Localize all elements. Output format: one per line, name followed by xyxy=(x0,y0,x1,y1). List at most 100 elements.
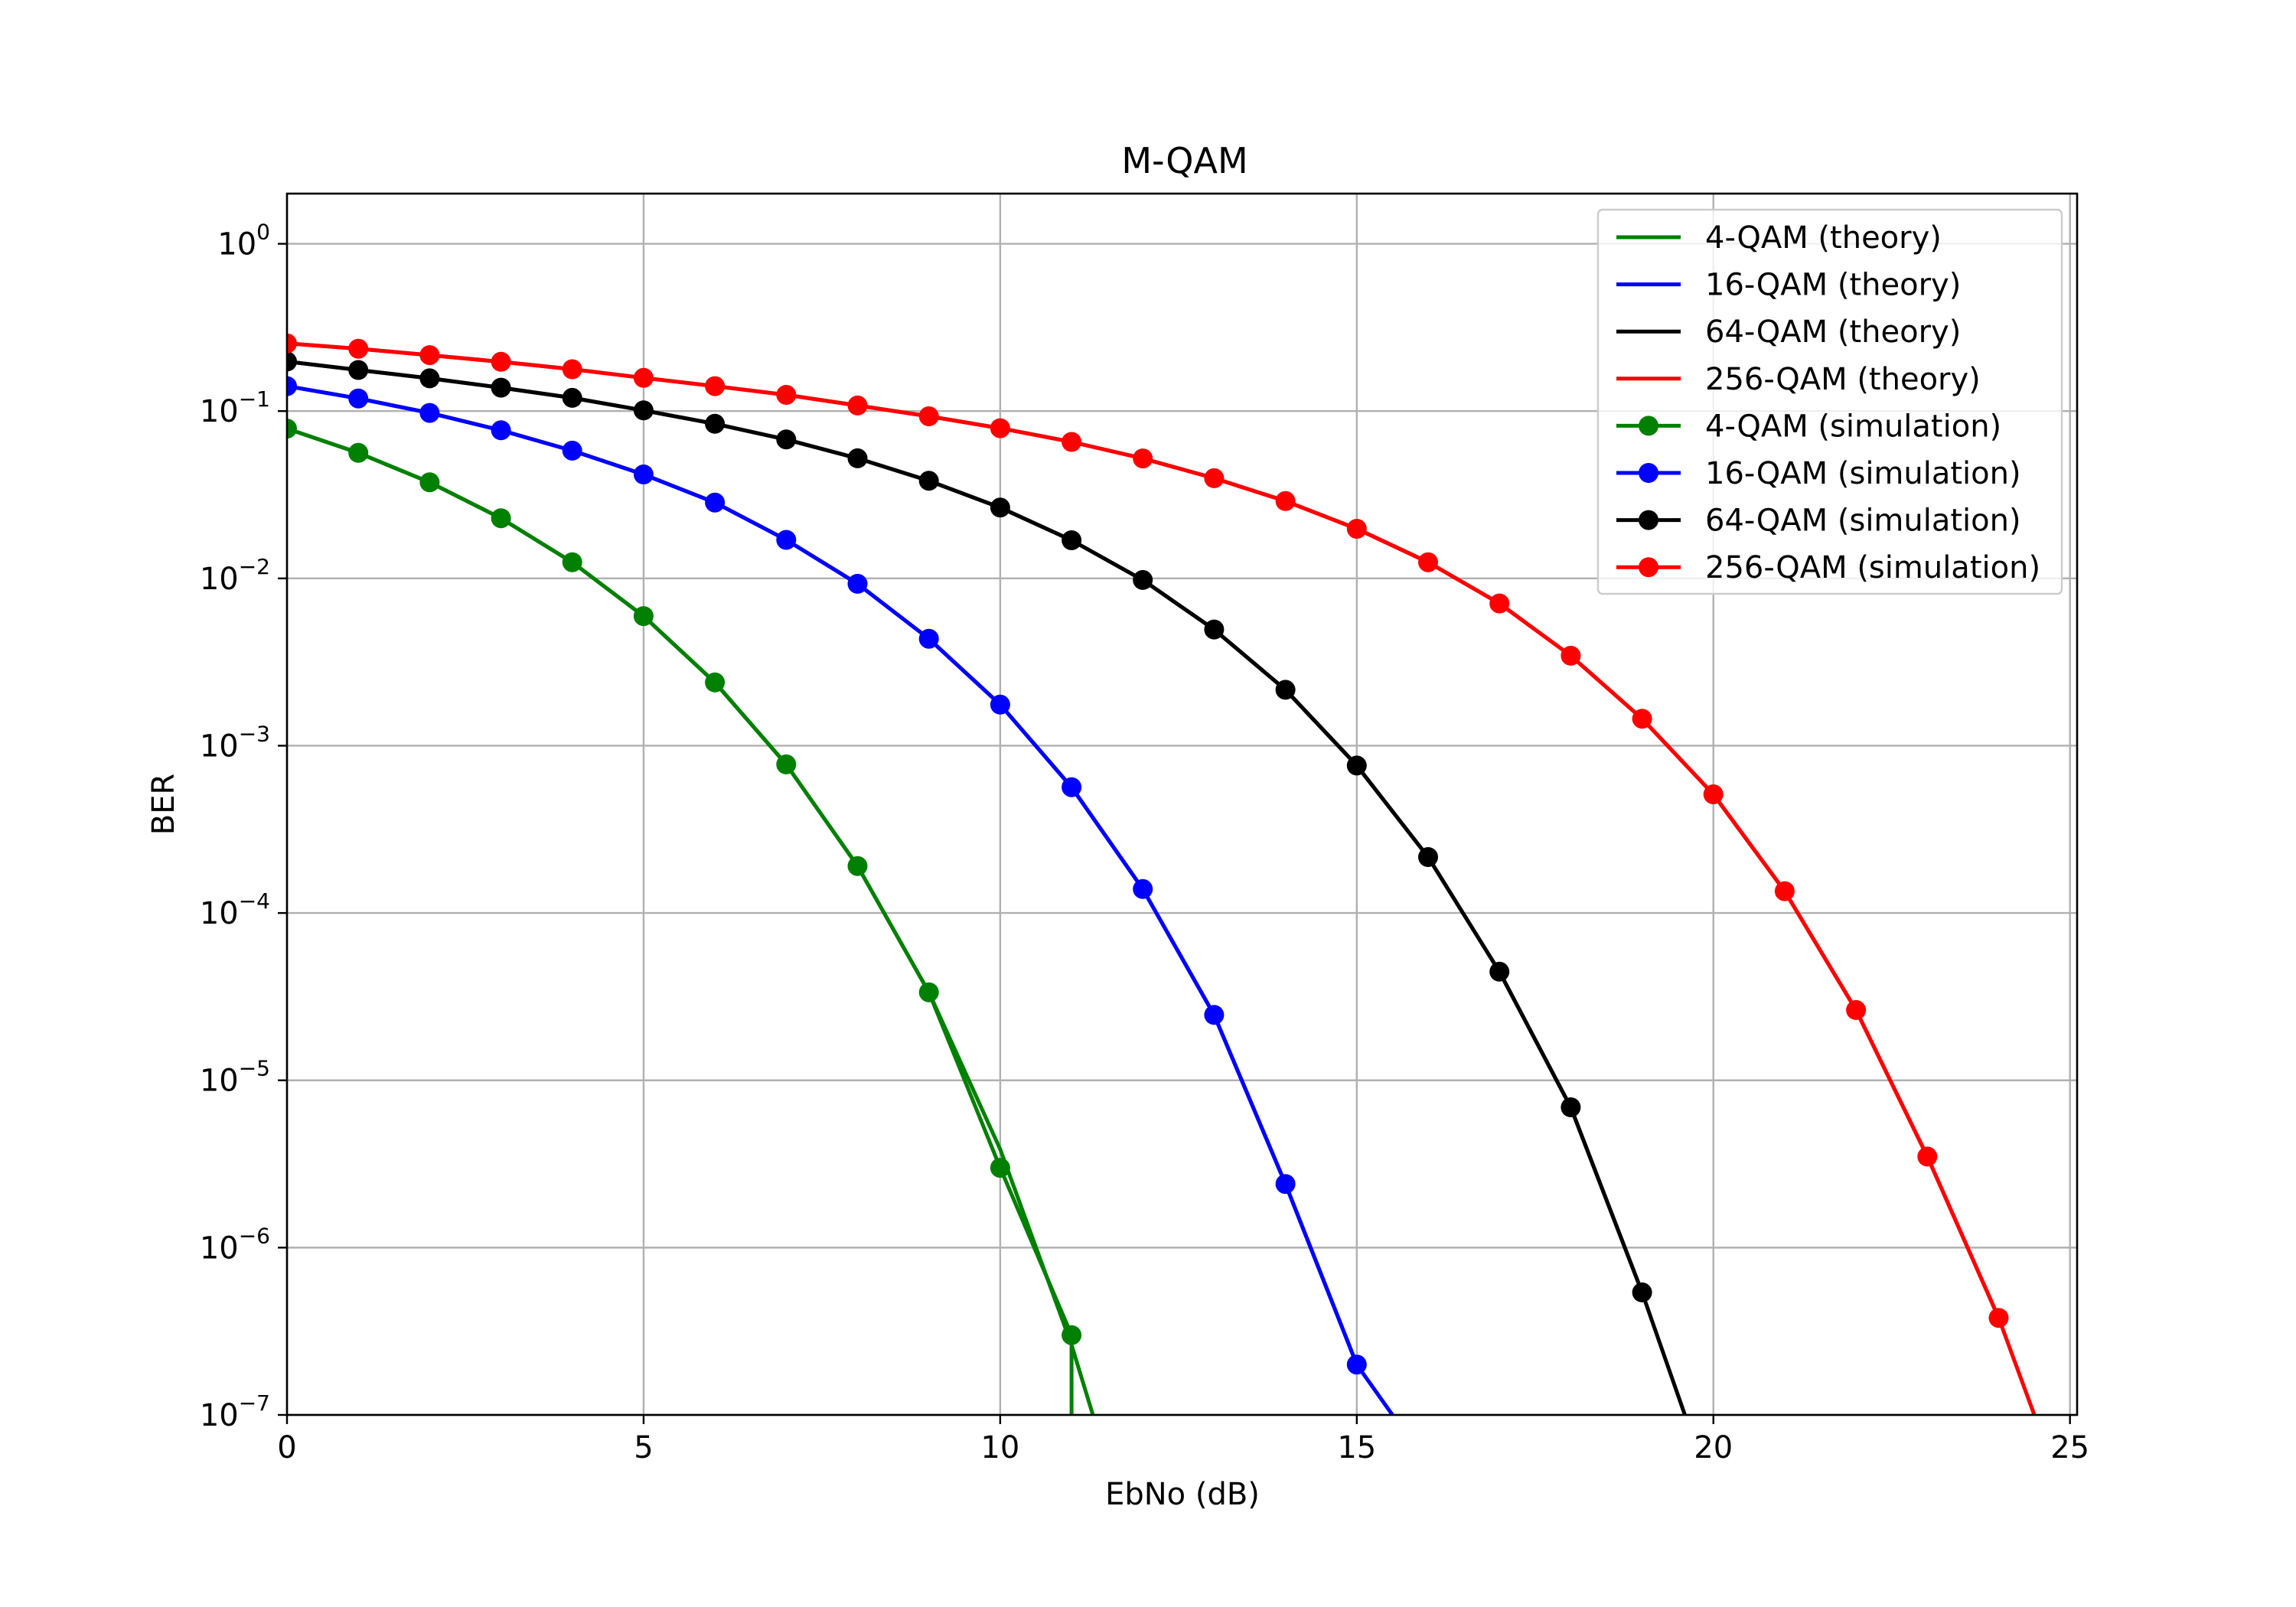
data-point xyxy=(705,376,726,396)
data-point xyxy=(287,351,297,372)
legend-label: 16-QAM (theory) xyxy=(1705,268,1961,303)
data-point xyxy=(287,333,297,354)
data-point xyxy=(633,606,654,627)
data-point xyxy=(1632,709,1652,729)
legend-swatch-marker xyxy=(1639,510,1658,530)
data-point xyxy=(1204,468,1225,488)
data-point xyxy=(705,492,726,513)
data-point xyxy=(419,472,440,493)
data-point xyxy=(1275,680,1296,700)
data-point xyxy=(918,628,939,649)
data-point xyxy=(562,387,582,408)
data-point xyxy=(1062,1325,1082,1345)
series-64-qam-simulation xyxy=(287,351,1652,1302)
plot-series xyxy=(287,333,2037,1415)
data-point xyxy=(776,754,797,774)
data-point xyxy=(562,552,582,572)
data-point xyxy=(348,338,369,359)
x-tick-label: 20 xyxy=(1694,1430,1733,1465)
data-point xyxy=(491,351,511,372)
x-tick-label: 0 xyxy=(277,1430,296,1465)
data-point xyxy=(990,418,1010,438)
data-point xyxy=(1418,552,1438,572)
data-point xyxy=(990,694,1010,715)
data-point xyxy=(348,442,369,463)
data-point xyxy=(847,856,868,876)
series-4-qam-simulation xyxy=(287,419,1082,1415)
data-point xyxy=(1774,881,1795,901)
data-point xyxy=(491,420,511,441)
legend-label: 256-QAM (simulation) xyxy=(1705,550,2040,585)
data-point xyxy=(1133,878,1153,899)
series-line xyxy=(287,384,1359,1366)
data-point xyxy=(419,345,440,366)
data-point xyxy=(1561,645,1581,666)
data-point xyxy=(491,508,511,529)
data-point xyxy=(419,368,440,389)
data-point xyxy=(1561,1097,1581,1117)
data-point xyxy=(348,360,369,380)
legend: 4-QAM (theory) 16-QAM (theory) 64-QAM (the… xyxy=(1596,208,2063,595)
y-tick-label: 10−7 xyxy=(200,1390,270,1433)
x-tick-label: 5 xyxy=(634,1430,653,1465)
data-point xyxy=(1346,1354,1367,1375)
data-point xyxy=(562,359,582,380)
plot-frame xyxy=(285,192,2079,1416)
legend-label: 16-QAM (simulation) xyxy=(1705,456,2021,491)
legend-item-64-qam-simulation: 64-QAM (simulation) xyxy=(1616,504,2021,539)
data-point xyxy=(776,385,797,405)
legend-item-4-qam-theory: 4-QAM (theory) xyxy=(1616,220,1942,256)
data-point xyxy=(705,672,726,693)
legend-item-4-qam-simulation: 4-QAM (simulation) xyxy=(1616,409,2001,444)
x-tick-label: 15 xyxy=(1337,1430,1376,1465)
data-point xyxy=(776,429,797,450)
data-point xyxy=(1062,432,1082,452)
legend-item-16-qam-theory: 16-QAM (theory) xyxy=(1616,268,1961,303)
data-point xyxy=(1275,1174,1296,1195)
data-point xyxy=(633,400,654,421)
x-tick-label: 25 xyxy=(2050,1430,2089,1465)
chart-title: M-QAM xyxy=(1121,140,1247,181)
data-point xyxy=(990,497,1010,518)
data-point xyxy=(419,403,440,423)
data-point xyxy=(287,376,297,396)
data-point xyxy=(1489,961,1510,982)
data-point xyxy=(1632,1282,1652,1302)
legend-label: 64-QAM (theory) xyxy=(1705,315,1961,350)
y-tick-label: 10−2 xyxy=(200,554,270,597)
data-point xyxy=(1489,593,1510,614)
data-point xyxy=(633,464,654,484)
legend-item-256-qam-simulation: 256-QAM (simulation) xyxy=(1616,550,2040,585)
data-point xyxy=(776,530,797,550)
data-point xyxy=(491,377,511,398)
data-point xyxy=(847,573,868,594)
y-tick-label: 10−6 xyxy=(200,1223,270,1266)
data-point xyxy=(348,388,369,409)
data-point xyxy=(633,367,654,388)
axis-ticks: 0 5 10 15 20 25 100 10−1 10−2 10−3 10−4 10−5 10−6 10−… xyxy=(200,220,2089,1465)
legend-swatch-marker xyxy=(1639,416,1658,436)
data-point xyxy=(918,982,939,1002)
data-point xyxy=(1418,847,1438,867)
data-point xyxy=(918,406,939,426)
x-axis-label: EbNo (dB) xyxy=(1105,1477,1260,1512)
y-tick-label: 100 xyxy=(217,220,270,262)
legend-label: 256-QAM (theory) xyxy=(1705,362,1981,397)
data-point xyxy=(1346,519,1367,539)
series-line xyxy=(287,359,1644,1293)
data-point xyxy=(1204,1005,1225,1025)
data-point xyxy=(918,471,939,491)
legend-item-256-qam-theory: 256-QAM (theory) xyxy=(1616,362,1981,397)
y-tick-label: 10−1 xyxy=(200,386,270,429)
y-tick-label: 10−5 xyxy=(200,1056,270,1099)
y-tick-label: 10−4 xyxy=(200,888,270,931)
data-point xyxy=(1133,569,1153,590)
data-point xyxy=(1988,1308,2009,1328)
data-point xyxy=(1204,619,1225,640)
data-point xyxy=(1917,1146,1938,1167)
data-point xyxy=(1133,448,1153,469)
data-point xyxy=(1275,491,1296,511)
legend-label: 4-QAM (simulation) xyxy=(1705,409,2001,444)
legend-swatch-marker xyxy=(1639,557,1658,578)
